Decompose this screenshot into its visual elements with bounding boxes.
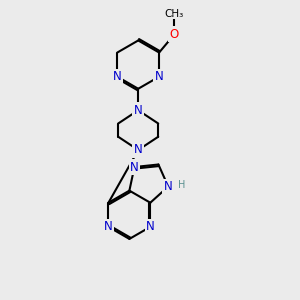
- Text: methoxy: methoxy: [171, 13, 178, 15]
- Text: N: N: [146, 220, 155, 233]
- Text: CH₃: CH₃: [165, 9, 184, 19]
- Text: N: N: [164, 180, 172, 193]
- Text: H: H: [178, 180, 185, 190]
- Text: N: N: [104, 220, 113, 233]
- Text: O: O: [170, 28, 179, 41]
- Text: N: N: [134, 143, 142, 157]
- Text: N: N: [113, 70, 122, 83]
- Text: N: N: [130, 160, 139, 173]
- Text: N: N: [134, 104, 142, 117]
- Text: N: N: [155, 70, 164, 83]
